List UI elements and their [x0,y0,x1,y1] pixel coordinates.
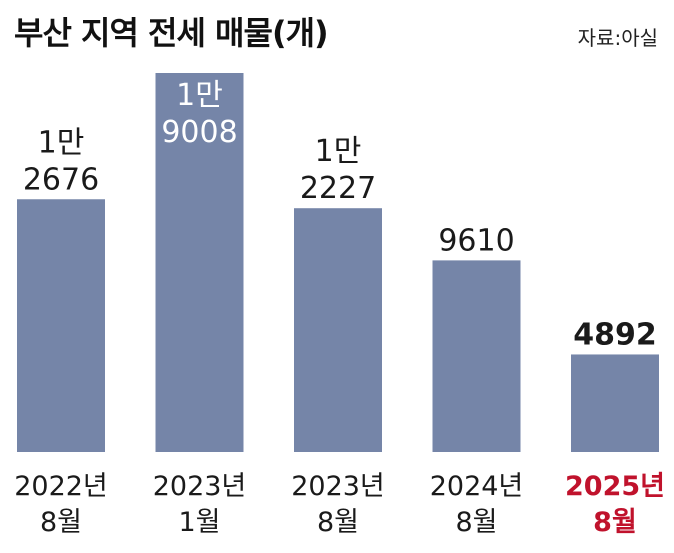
bar-3 [432,260,521,452]
source-note: 자료:아실 [577,26,658,50]
data-label-2-1: 2227 [300,171,376,206]
chart-title: 부산 지역 전세 매물(개) [14,14,329,52]
category-label-0-0: 2022년 [14,471,108,502]
data-label-2-0: 1만 [315,134,362,169]
category-label-1-1: 1월 [178,507,220,538]
category-label-1-0: 2023년 [153,471,247,502]
data-label-4-0: 4892 [573,317,657,352]
category-label-2-1: 8월 [317,507,359,538]
category-label-3-0: 2024년 [430,471,524,502]
category-label-2-0: 2023년 [291,471,385,502]
data-label-0-1: 2676 [23,162,99,197]
data-label-0-0: 1만 [38,125,85,160]
data-label-1-1: 9008 [161,115,237,150]
category-label-3-1: 8월 [455,507,497,538]
bar-2 [294,208,382,452]
bar-0 [17,199,105,452]
data-label-1-0: 1만 [176,78,223,113]
category-label-0-1: 8월 [40,507,82,538]
data-label-3-0: 9610 [438,223,514,258]
bar-1 [155,73,244,452]
bar-4 [571,354,659,452]
category-label-4-1: 8월 [593,507,637,538]
category-label-4-0: 2025년 [565,471,665,502]
